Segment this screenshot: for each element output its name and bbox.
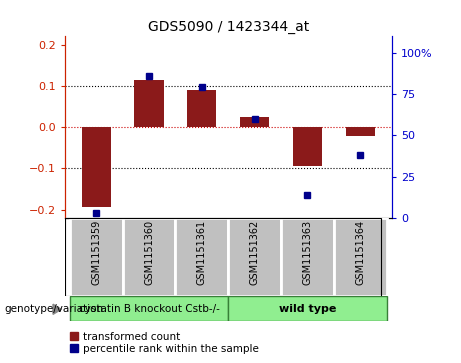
Text: GSM1151361: GSM1151361 (197, 220, 207, 285)
Bar (70, 296, 228, 321)
Bar (240, 117, 269, 127)
Text: GSM1151362: GSM1151362 (249, 220, 260, 285)
Text: GSM1151359: GSM1151359 (91, 220, 101, 285)
Text: GSM1151363: GSM1151363 (302, 220, 313, 285)
Bar (228, 218, 281, 296)
Bar (281, 218, 334, 296)
Text: cystatin B knockout Cstb-/-: cystatin B knockout Cstb-/- (78, 303, 219, 314)
Bar (175, 218, 228, 296)
Text: genotype/variation: genotype/variation (5, 304, 104, 314)
Bar (135, 79, 164, 127)
Text: GSM1151364: GSM1151364 (355, 220, 365, 285)
Bar (334, 218, 387, 296)
Bar (187, 90, 216, 127)
Bar (293, 127, 322, 166)
Bar (346, 127, 375, 136)
Bar (82, 127, 111, 208)
Legend: transformed count, percentile rank within the sample: transformed count, percentile rank withi… (70, 332, 259, 354)
Text: GSM1151360: GSM1151360 (144, 220, 154, 285)
Bar (228, 296, 387, 321)
Title: GDS5090 / 1423344_at: GDS5090 / 1423344_at (148, 20, 309, 34)
Text: wild type: wild type (279, 303, 336, 314)
Bar (70, 218, 123, 296)
Polygon shape (53, 304, 61, 314)
Bar (123, 218, 175, 296)
